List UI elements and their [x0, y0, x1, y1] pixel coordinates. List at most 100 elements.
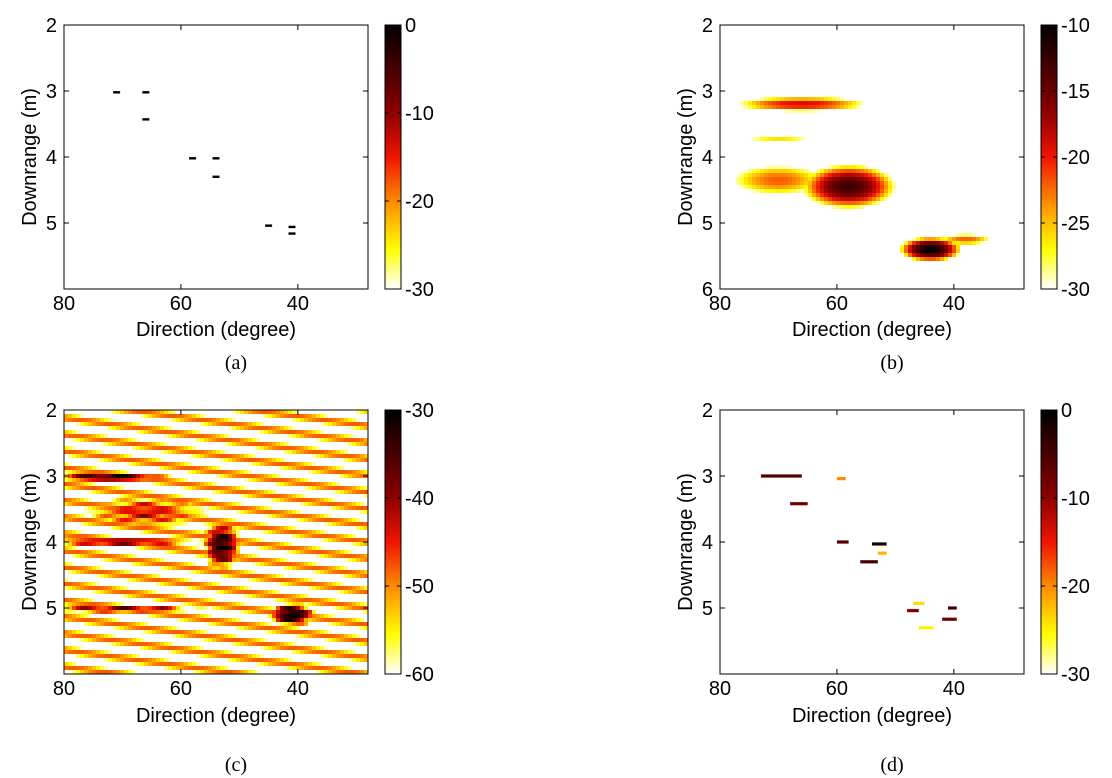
heatmap-cell — [124, 554, 128, 558]
heatmap-cell — [808, 197, 812, 201]
heatmap-cell — [360, 526, 364, 530]
heatmap-cell — [124, 422, 128, 426]
heatmap-cell — [204, 530, 208, 534]
heatmap-cell — [316, 582, 320, 586]
heatmap-cell — [324, 514, 328, 518]
heatmap-cell — [356, 602, 360, 606]
heatmap-cell — [964, 237, 968, 241]
heatmap-cell — [784, 97, 788, 101]
heatmap-cell — [268, 542, 272, 546]
heatmap-cell — [236, 438, 240, 442]
heatmap-cell — [184, 562, 188, 566]
heatmap-cell — [240, 622, 244, 626]
heatmap-cell — [348, 434, 352, 438]
heatmap-cell — [244, 626, 248, 630]
heatmap-cell — [840, 197, 844, 201]
heatmap-cell — [96, 570, 100, 574]
heatmap-cell — [224, 438, 228, 442]
heatmap-cell — [284, 622, 288, 626]
heatmap-cell — [256, 654, 260, 658]
heatmap-cell — [136, 410, 140, 414]
colorbar-tick-label: -10 — [1061, 15, 1090, 37]
heatmap-cell — [344, 638, 348, 642]
heatmap-cell — [136, 530, 140, 534]
heatmap-cell — [172, 578, 176, 582]
heatmap-cell — [96, 670, 100, 674]
heatmap-cell — [332, 606, 336, 610]
heatmap-cell — [812, 109, 816, 113]
heatmap-cell — [68, 462, 72, 466]
heatmap-cell — [252, 462, 256, 466]
heatmap-cell — [808, 173, 812, 177]
heatmap-cell — [864, 205, 868, 209]
heatmap-cell — [288, 566, 292, 570]
heatmap-cell — [332, 518, 336, 522]
heatmap-cell — [148, 578, 152, 582]
heatmap-cell — [740, 185, 744, 189]
heatmap-cell — [224, 538, 228, 542]
heatmap-cell — [112, 518, 116, 522]
heatmap-cell — [280, 594, 284, 598]
heatmap-cell — [228, 658, 232, 662]
heatmap-cell — [284, 618, 288, 622]
heatmap-cell — [88, 518, 92, 522]
heatmap-cell — [132, 454, 136, 458]
heatmap-cell — [848, 173, 852, 177]
heatmap-cell — [304, 594, 308, 598]
heatmap-cell — [160, 530, 164, 534]
heatmap-cell — [80, 602, 84, 606]
heatmap-cell — [124, 542, 128, 546]
heatmap-cell — [160, 598, 164, 602]
colorbar-tick-label: 0 — [1061, 400, 1072, 422]
heatmap-cell — [300, 594, 304, 598]
heatmap-cell — [152, 614, 156, 618]
heatmap-cell — [104, 558, 108, 562]
heatmap-cell — [356, 522, 360, 526]
heatmap-cell — [208, 598, 212, 602]
heatmap-cell — [128, 438, 132, 442]
heatmap-cell — [72, 430, 76, 434]
heatmap-cell — [336, 566, 340, 570]
heatmap-cell — [200, 606, 204, 610]
heatmap-cell — [84, 518, 88, 522]
heatmap-cell — [72, 602, 76, 606]
heatmap-cell — [328, 586, 332, 590]
heatmap-cell — [844, 181, 848, 185]
heatmap-cell — [912, 249, 916, 253]
heatmap-cell — [840, 177, 844, 181]
heatmap-cell — [96, 610, 100, 614]
heatmap-cell — [148, 658, 152, 662]
heatmap-cell — [268, 410, 272, 414]
heatmap-cell — [356, 454, 360, 458]
heatmap-cell — [928, 241, 932, 245]
heatmap-cell — [76, 570, 80, 574]
heatmap-cell — [312, 598, 316, 602]
heatmap-cell — [192, 486, 196, 490]
heatmap-cell — [348, 606, 352, 610]
heatmap-cell — [112, 586, 116, 590]
heatmap-cell — [328, 486, 332, 490]
heatmap-cell — [776, 177, 780, 181]
heatmap-cell — [284, 510, 288, 514]
heatmap-cell — [360, 654, 364, 658]
heatmap-cell — [120, 518, 124, 522]
heatmap-cell — [156, 478, 160, 482]
heatmap-cell — [352, 638, 356, 642]
heatmap-cell — [68, 586, 72, 590]
heatmap-cell — [836, 197, 840, 201]
heatmap-cell — [848, 101, 852, 105]
heatmap-cell — [180, 566, 184, 570]
heatmap-cell — [88, 614, 92, 618]
heatmap-cell — [756, 181, 760, 185]
heatmap-cell — [244, 590, 248, 594]
heatmap-cell — [128, 442, 132, 446]
heatmap-cell — [80, 666, 84, 670]
heatmap-cell — [292, 614, 296, 618]
heatmap-cell — [184, 602, 188, 606]
heatmap-cell — [72, 418, 76, 422]
heatmap-cell — [108, 642, 112, 646]
heatmap-cell — [792, 109, 796, 113]
heatmap-cell — [796, 189, 800, 193]
